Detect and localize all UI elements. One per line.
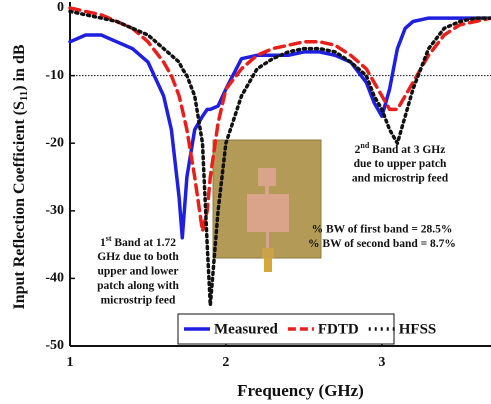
y-tick-label: -50 [45,338,64,353]
annotation: GHz due to both [97,251,179,263]
x-axis-label: Frequency (GHz) [237,381,364,400]
annotation-part: Band at 3 GHz [369,144,445,156]
series-line [68,9,491,308]
y-tick-label: -10 [45,68,64,83]
x-tick-label: 1 [67,355,74,370]
annotation-part: nd [360,141,369,150]
y-axis-label: Input Reflection Coefficient (S11) in dB [11,44,30,309]
annotation: patch along with [97,280,179,292]
annotation: % BW of first band = 28.5% [312,224,453,236]
annotation-part: st [106,234,112,243]
inset-photo [212,139,322,272]
annotation: % BW of second band = 8.7% [308,238,456,250]
y-axis-label-part: Input Reflection Coefficient (S [11,101,28,310]
y-axis-label-part: ) in dB [11,44,28,91]
legend-box [177,313,395,345]
annotation: microstrip feed [101,295,176,307]
annotation: 1st Band at 1.72 [100,234,176,249]
annotation: and microstrip feed [352,173,449,185]
y-axis-label-part: 11 [18,91,30,101]
y-tick-label: -40 [45,271,64,286]
series-line [68,6,491,233]
x-tick-label: 3 [378,355,385,370]
annotation-part: Band at 1.72 [111,237,176,249]
series-line [68,16,491,240]
y-tick-label: -20 [45,135,64,150]
y-tick-label: 0 [57,0,64,15]
legend-label: FDTD [318,321,359,337]
annotation-part: 2 [355,144,361,156]
legend-label: Measured [214,321,279,337]
y-tick-label: -30 [45,203,64,218]
annotation-part: 1 [100,237,106,249]
x-tick-label: 2 [222,355,229,370]
annotation: upper and lower [98,266,179,278]
annotation: 2nd Band at 3 GHz [355,141,446,156]
annotation: due to upper patch [354,158,447,170]
legend-label: HFSS [399,321,437,337]
